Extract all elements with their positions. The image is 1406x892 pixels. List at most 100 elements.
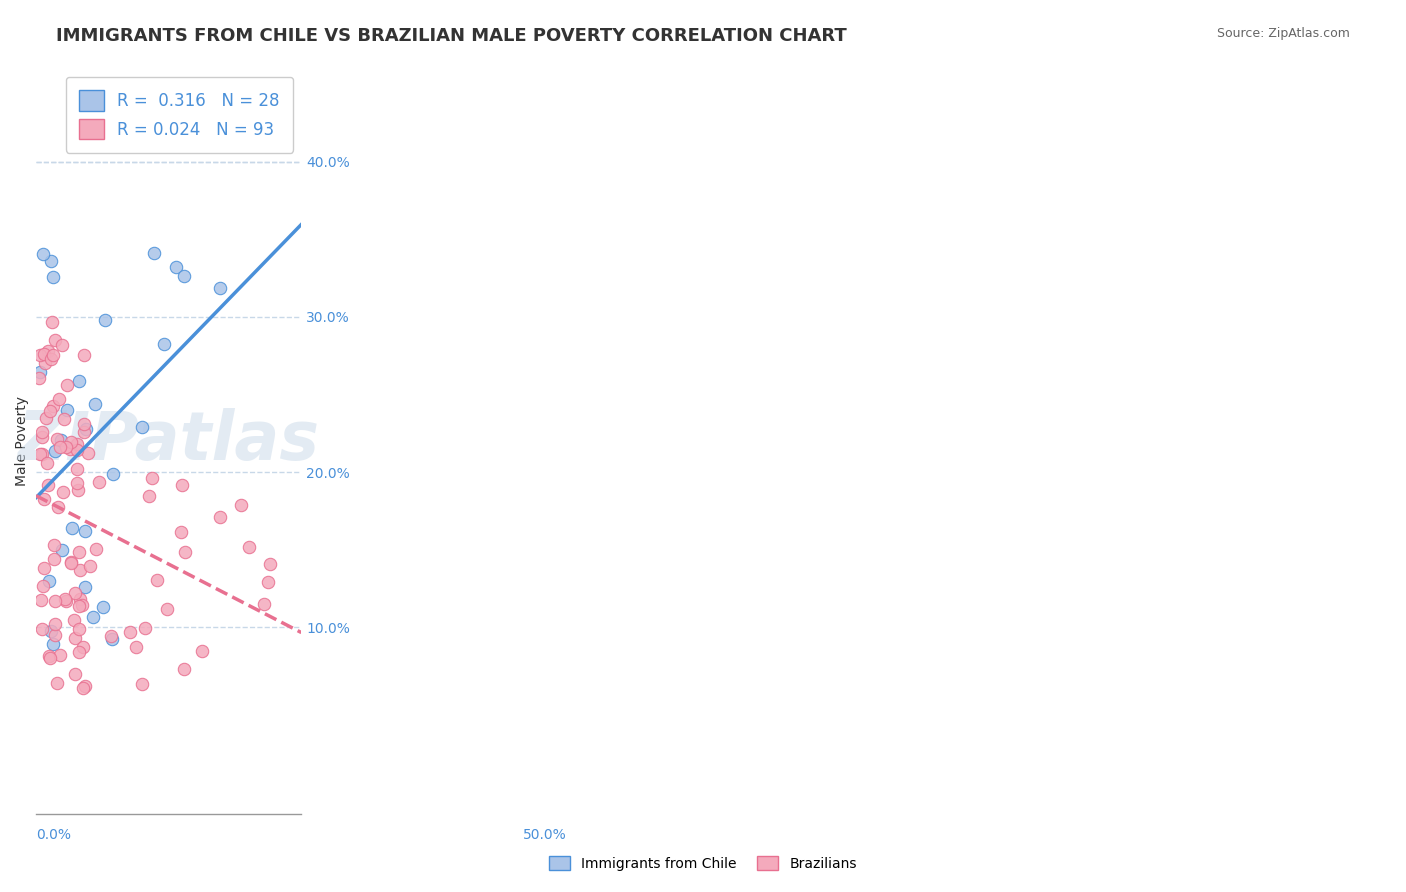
Brazilians <box>59 556 82 570</box>
Brazilians <box>120 624 142 639</box>
Brazilians <box>44 628 66 642</box>
Brazilians <box>72 640 94 654</box>
Brazilians <box>170 525 193 540</box>
Y-axis label: Male Poverty: Male Poverty <box>15 396 30 486</box>
Brazilians <box>70 598 93 612</box>
Brazilians <box>173 662 195 676</box>
Brazilians <box>191 644 214 658</box>
Immigrants from Chile <box>75 422 97 436</box>
Brazilians <box>63 586 86 600</box>
Immigrants from Chile <box>73 580 96 594</box>
Brazilians <box>37 344 59 359</box>
Brazilians <box>44 594 66 608</box>
Brazilians <box>53 592 76 607</box>
Immigrants from Chile <box>84 397 107 411</box>
Brazilians <box>79 558 101 573</box>
Brazilians <box>66 436 89 450</box>
Brazilians <box>73 348 96 362</box>
Text: ZIPatlas: ZIPatlas <box>18 408 319 474</box>
Immigrants from Chile <box>91 600 114 615</box>
Brazilians <box>44 334 66 348</box>
Brazilians <box>31 622 53 636</box>
Brazilians <box>30 593 52 607</box>
Brazilians <box>141 471 163 485</box>
Brazilians <box>39 404 62 418</box>
Brazilians <box>28 348 51 362</box>
Brazilians <box>38 648 60 663</box>
Brazilians <box>59 555 82 569</box>
Text: Source: ZipAtlas.com: Source: ZipAtlas.com <box>1216 27 1350 40</box>
Brazilians <box>30 446 52 460</box>
Immigrants from Chile <box>39 624 62 639</box>
Brazilians <box>44 538 66 552</box>
Brazilians <box>138 489 160 503</box>
Brazilians <box>208 509 231 524</box>
Brazilians <box>42 348 65 362</box>
Brazilians <box>238 540 260 554</box>
Legend: Immigrants from Chile, Brazilians: Immigrants from Chile, Brazilians <box>544 850 862 876</box>
Immigrants from Chile <box>32 246 55 260</box>
Brazilians <box>63 613 86 627</box>
Immigrants from Chile <box>131 419 153 434</box>
Brazilians <box>229 498 252 512</box>
Brazilians <box>66 483 89 497</box>
Text: IMMIGRANTS FROM CHILE VS BRAZILIAN MALE POVERTY CORRELATION CHART: IMMIGRANTS FROM CHILE VS BRAZILIAN MALE … <box>56 27 846 45</box>
Immigrants from Chile <box>82 610 104 624</box>
Brazilians <box>41 315 63 329</box>
Brazilians <box>35 411 58 425</box>
Brazilians <box>134 621 156 635</box>
Brazilians <box>67 644 90 658</box>
Brazilians <box>125 640 148 654</box>
Brazilians <box>69 592 91 607</box>
Brazilians <box>59 435 82 450</box>
Brazilians <box>65 667 87 681</box>
Immigrants from Chile <box>73 524 96 538</box>
Immigrants from Chile <box>60 521 83 535</box>
Immigrants from Chile <box>30 365 52 379</box>
Immigrants from Chile <box>100 632 122 646</box>
Immigrants from Chile <box>39 253 62 268</box>
Brazilians <box>66 462 89 476</box>
Brazilians <box>65 631 87 645</box>
Immigrants from Chile <box>49 434 72 448</box>
Brazilians <box>84 542 107 557</box>
Brazilians <box>42 399 65 413</box>
Brazilians <box>72 681 94 695</box>
Brazilians <box>100 629 122 643</box>
Brazilians <box>87 475 110 489</box>
Brazilians <box>46 500 69 514</box>
Brazilians <box>73 417 96 431</box>
Brazilians <box>45 432 67 446</box>
Immigrants from Chile <box>94 312 117 326</box>
Brazilians <box>53 412 76 426</box>
Immigrants from Chile <box>153 337 176 351</box>
Brazilians <box>77 446 100 460</box>
Brazilians <box>34 355 56 369</box>
Immigrants from Chile <box>103 467 125 481</box>
Brazilians <box>45 676 67 690</box>
Brazilians <box>174 545 197 559</box>
Brazilians <box>32 579 55 593</box>
Immigrants from Chile <box>173 268 195 283</box>
Brazilians <box>256 575 278 590</box>
Text: 50.0%: 50.0% <box>523 829 567 842</box>
Brazilians <box>75 679 97 693</box>
Brazilians <box>56 378 79 392</box>
Brazilians <box>52 485 75 500</box>
Brazilians <box>32 561 55 575</box>
Brazilians <box>55 594 77 608</box>
Immigrants from Chile <box>51 542 73 557</box>
Immigrants from Chile <box>165 260 187 275</box>
Brazilians <box>253 597 276 611</box>
Brazilians <box>55 440 77 454</box>
Legend: R =  0.316   N = 28, R = 0.024   N = 93: R = 0.316 N = 28, R = 0.024 N = 93 <box>66 77 292 153</box>
Brazilians <box>66 475 89 490</box>
Brazilians <box>34 491 56 506</box>
Immigrants from Chile <box>56 403 79 417</box>
Brazilians <box>259 557 281 571</box>
Brazilians <box>131 677 153 691</box>
Brazilians <box>67 545 90 559</box>
Brazilians <box>67 623 90 637</box>
Brazilians <box>31 425 53 439</box>
Brazilians <box>67 599 90 613</box>
